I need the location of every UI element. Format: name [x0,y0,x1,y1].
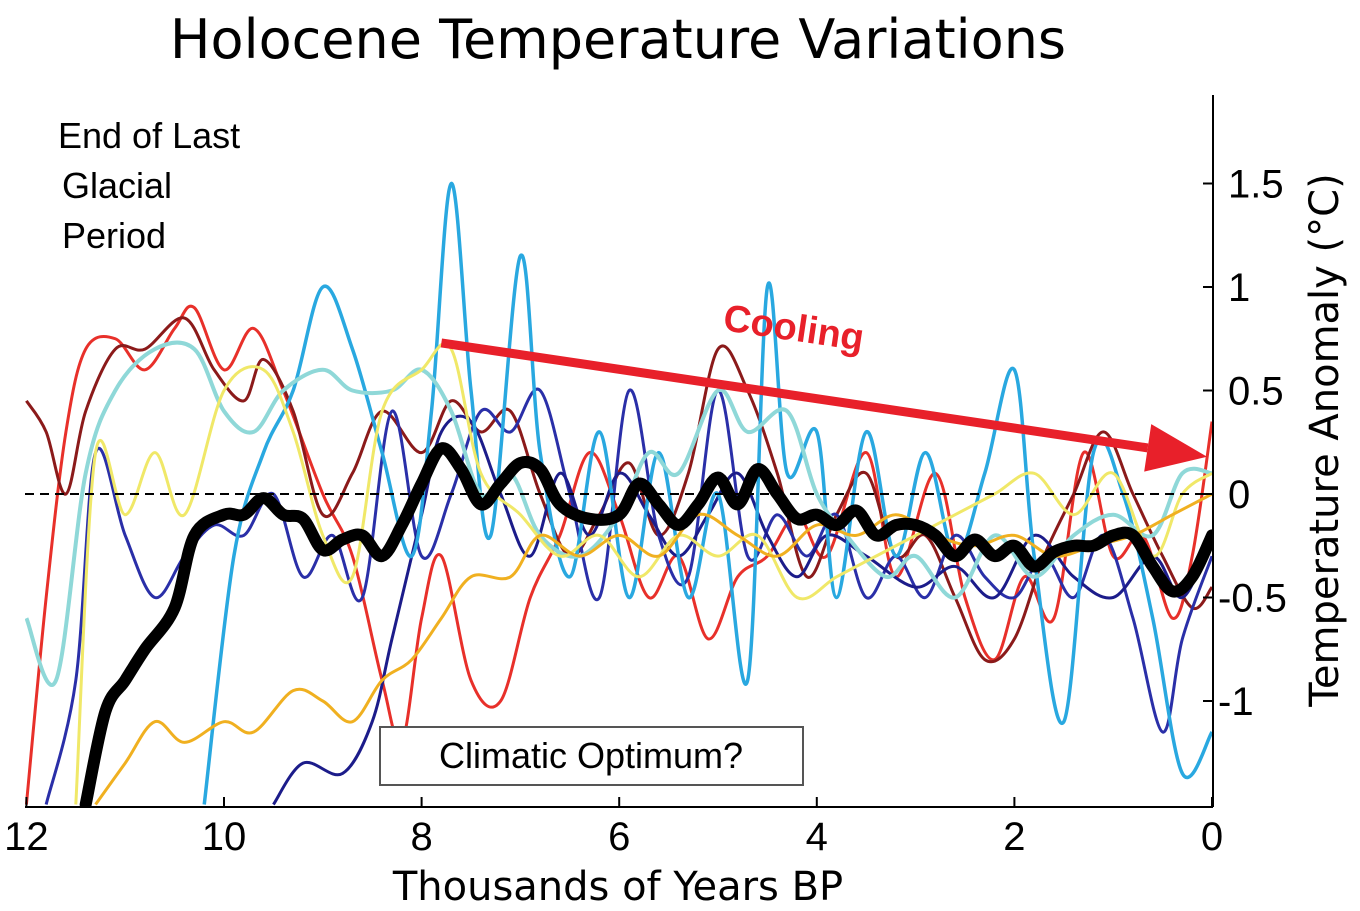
y-tick-label: -0.5 [1218,577,1287,621]
y-tick-label: 1.5 [1228,163,1284,207]
x-tick-label: 0 [1201,815,1223,859]
y-tick-label: 1 [1228,266,1250,310]
mean-series-group [79,442,1213,807]
y-tick-label: -1 [1218,680,1254,724]
series-line-7 [74,342,1213,805]
x-tick-label: 10 [202,815,247,859]
series-line-2 [25,316,1213,664]
x-tick-label: 4 [806,815,828,859]
y-tick-label: 0.5 [1228,370,1284,414]
series-line-5 [202,181,1213,805]
climatic-optimum-box: Climatic Optimum? [379,726,804,786]
chart-title: Holocene Temperature Variations [170,8,1066,71]
optimum-label: Climatic Optimum? [439,735,743,776]
series-line-6 [25,340,1213,687]
series-line-8 [94,492,1213,806]
x-tick-label: 2 [1003,815,1025,859]
cooling-arrow-head [1144,424,1208,472]
y-ticks: 1.5 1 0.5 0 -0.5 -1 [1203,163,1287,724]
series-line-3 [44,387,1213,805]
glacial-line-1: End of Last [58,115,240,156]
cooling-arrow-shaft [440,338,1149,453]
x-ticks: 12 10 8 6 4 2 0 [4,797,1223,859]
series-group [25,181,1213,806]
mean-series-line [79,442,1213,807]
optimum-box [379,726,804,786]
x-tick-label: 6 [608,815,630,859]
x-tick-label: 8 [410,815,432,859]
glacial-line-2: Glacial [62,165,172,206]
y-axis-label: Temperature Anomaly (°C) [1302,173,1348,707]
glacial-line-3: Period [62,215,166,256]
x-tick-label: 12 [4,815,49,859]
glacial-annotation: End of Last Glacial Period [58,115,240,256]
y-tick-label: 0 [1228,473,1250,517]
x-axis-label: Thousands of Years BP [392,864,843,910]
series-line-1 [25,304,1213,805]
